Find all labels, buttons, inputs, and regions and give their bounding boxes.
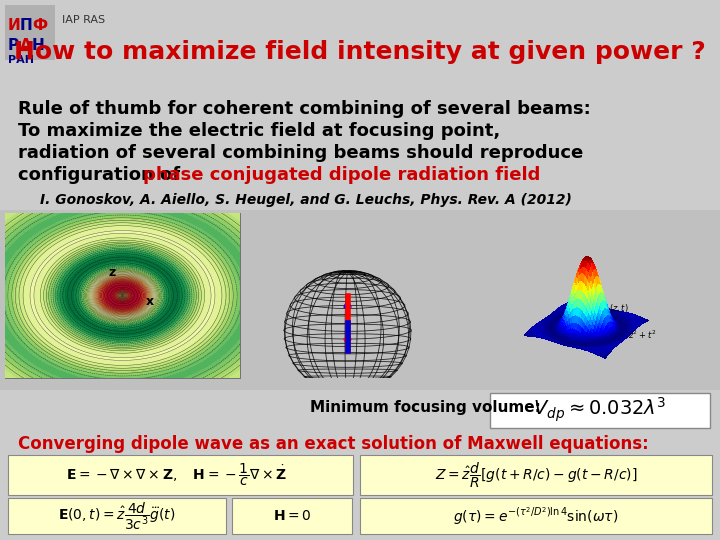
Text: radiation of several combining beams should reproduce: radiation of several combining beams sho…: [18, 144, 583, 162]
Text: Converging dipole wave as an exact solution of Maxwell equations:: Converging dipole wave as an exact solut…: [18, 435, 649, 453]
Bar: [360, 498, 712, 534]
Text: I. Gonoskov, A. Aiello, S. Heugel, and G. Leuchs, Phys. Rev. A (2012): I. Gonoskov, A. Aiello, S. Heugel, and G…: [40, 193, 572, 207]
Text: П: П: [20, 18, 32, 33]
Bar: [232, 498, 352, 534]
Text: z: z: [109, 266, 116, 279]
Text: To maximize the electric field at focusing point,: To maximize the electric field at focusi…: [18, 122, 500, 140]
Bar: [490, 393, 710, 428]
Text: $V_{dp} \approx 0.032\lambda^3$: $V_{dp} \approx 0.032\lambda^3$: [534, 396, 667, 424]
Text: РАН: РАН: [8, 55, 34, 65]
Bar: [360, 455, 712, 495]
Text: И: И: [8, 18, 21, 33]
Text: Р: Р: [8, 38, 19, 53]
Text: Ф: Ф: [32, 18, 47, 33]
Bar: [8, 498, 226, 534]
Text: phase conjugated dipole radiation field: phase conjugated dipole radiation field: [143, 166, 541, 184]
Text: x: x: [146, 295, 154, 308]
Bar: [5, 5, 55, 60]
Text: А: А: [20, 38, 32, 53]
Text: $\mathbf{E}(0,t) = \hat{z}\dfrac{4d}{3c^3}\dddot{g}(t)$: $\mathbf{E}(0,t) = \hat{z}\dfrac{4d}{3c^…: [58, 500, 176, 532]
Text: configuration of: configuration of: [18, 166, 186, 184]
Text: How to maximize field intensity at given power ?: How to maximize field intensity at given…: [14, 40, 706, 64]
Bar: [5, 213, 240, 378]
Bar: [8, 455, 353, 495]
Text: $\mathbf{H} = 0$: $\mathbf{H} = 0$: [273, 509, 311, 523]
Text: Rule of thumb for coherent combining of several beams:: Rule of thumb for coherent combining of …: [18, 100, 590, 118]
Bar: [0, 210, 720, 390]
Text: $Z = \hat{z}\dfrac{d}{R}[g(t+R/c) - g(t-R/c)]$: $Z = \hat{z}\dfrac{d}{R}[g(t+R/c) - g(t-…: [435, 460, 637, 490]
Text: $\mathbf{E} = -\nabla \times \nabla \times \mathbf{Z}, \quad \mathbf{H} = -\dfra: $\mathbf{E} = -\nabla \times \nabla \tim…: [66, 462, 287, 488]
Text: $g(\tau) = e^{-(\tau^2/D^2)\ln 4}\sin(\omega\tau)$: $g(\tau) = e^{-(\tau^2/D^2)\ln 4}\sin(\o…: [454, 505, 618, 527]
Text: IAP RAS: IAP RAS: [62, 15, 105, 25]
Text: Н: Н: [32, 38, 45, 53]
Text: Minimum focusing volume:: Minimum focusing volume:: [310, 400, 541, 415]
